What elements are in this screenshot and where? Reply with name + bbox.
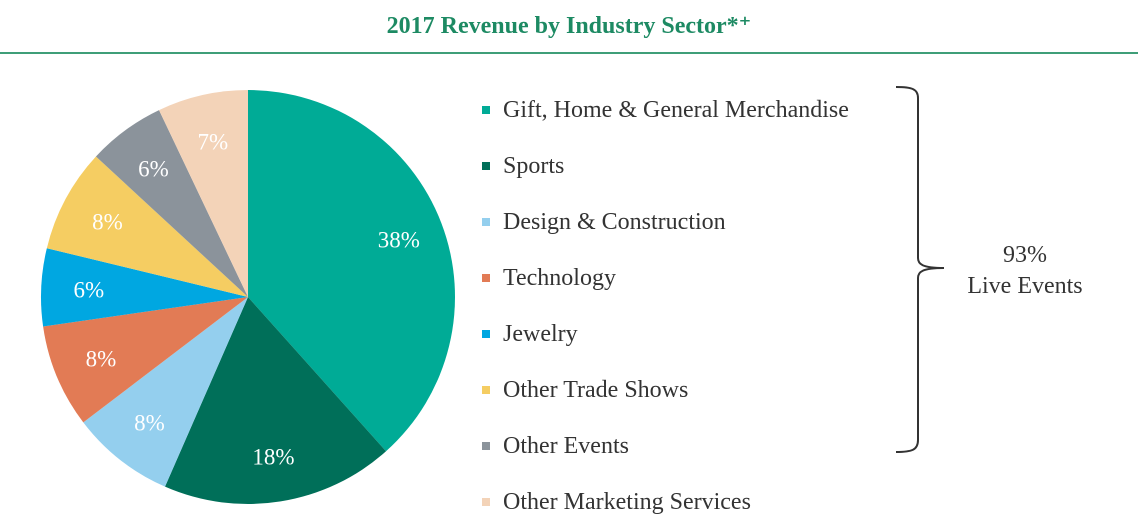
legend-swatch: [482, 106, 490, 114]
pie-slice-2: [83, 297, 248, 487]
slice-label-2: 8%: [134, 410, 165, 435]
slice-label-1: 18%: [252, 444, 294, 469]
legend-label: Design & Construction: [503, 208, 726, 235]
slice-label-7: 7%: [198, 130, 229, 155]
legend-label: Jewelry: [503, 320, 578, 347]
legend-item-1: Sports: [482, 138, 902, 194]
pie-chart: 38% 18% 8% 8% 6% 8% 6% 7%: [41, 90, 456, 505]
legend: Gift, Home & General Merchandise Sports De…: [482, 82, 902, 530]
legend-item-0: Gift, Home & General Merchandise: [482, 82, 902, 138]
legend-item-6: Other Events: [482, 418, 902, 474]
pie-slice-7: [159, 90, 248, 297]
slice-label-3: 8%: [86, 347, 117, 372]
legend-swatch: [482, 498, 490, 506]
slice-label-0: 38%: [378, 227, 420, 252]
live-events-label: Live Events: [967, 273, 1083, 299]
legend-label: Gift, Home & General Merchandise: [503, 96, 849, 123]
pie-slice-3: [43, 297, 248, 423]
legend-label: Technology: [503, 264, 616, 291]
live-events-percent: 93%: [1003, 242, 1047, 268]
legend-label: Other Events: [503, 432, 629, 459]
live-events-summary: 93% Live Events: [945, 240, 1105, 302]
legend-label: Other Trade Shows: [503, 376, 689, 403]
legend-swatch: [482, 162, 490, 170]
title-divider: [0, 52, 1138, 54]
slice-label-6: 6%: [138, 157, 169, 182]
pie-slice-6: [95, 110, 248, 297]
legend-swatch: [482, 330, 490, 338]
slice-label-4: 6%: [73, 277, 104, 302]
slice-label-5: 8%: [92, 210, 123, 235]
legend-swatch: [482, 274, 490, 282]
legend-swatch: [482, 442, 490, 450]
legend-item-5: Other Trade Shows: [482, 362, 902, 418]
legend-swatch: [482, 386, 490, 394]
live-events-bracket: [895, 86, 945, 453]
legend-item-3: Technology: [482, 250, 902, 306]
chart-title: 2017 Revenue by Industry Sector*⁺: [386, 13, 752, 39]
pie-slice-0: [248, 90, 456, 452]
legend-label: Sports: [503, 152, 565, 179]
legend-item-4: Jewelry: [482, 306, 902, 362]
pie-slice-1: [165, 297, 387, 505]
legend-item-2: Design & Construction: [482, 194, 902, 250]
pie-slice-5: [46, 156, 248, 297]
pie-slice-4: [41, 248, 249, 327]
legend-swatch: [482, 218, 490, 226]
